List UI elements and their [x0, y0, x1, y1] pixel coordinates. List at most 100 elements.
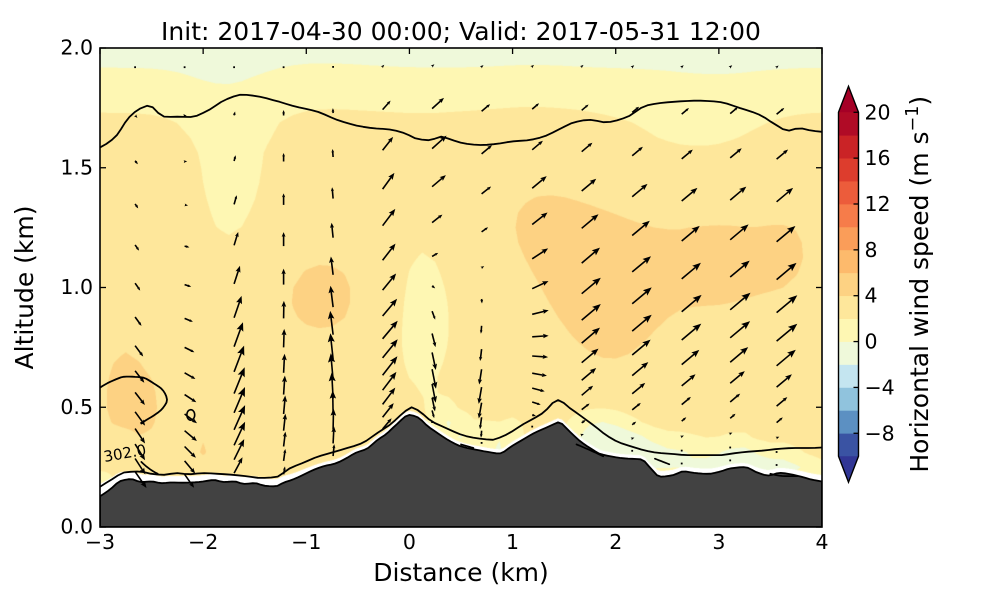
wind-arrow-head	[787, 323, 798, 333]
wind-arrow-shaft	[431, 397, 435, 408]
wind-arrow-head	[479, 330, 483, 334]
wind-arrow-shaft	[681, 398, 689, 406]
contour-line-fragment	[575, 443, 605, 458]
wind-arrow-head	[430, 64, 435, 68]
wind-arrow-shaft	[233, 427, 243, 446]
wind-arrow-head	[787, 262, 797, 272]
wind-arrow-shaft	[134, 244, 139, 249]
wind-arrow-head	[480, 266, 485, 270]
wind-arrow-shaft	[776, 398, 785, 407]
x-tick-label: −3	[85, 530, 115, 554]
y-tick-label: 0.0	[60, 515, 93, 539]
colorbar-band	[838, 226, 859, 251]
wind-arrow-shaft	[631, 385, 643, 395]
wind-arrow-shaft	[729, 108, 737, 115]
wind-arrow-shaft	[479, 417, 483, 427]
wind-arrow-head	[630, 437, 635, 441]
wind-arrow-shaft	[184, 445, 194, 456]
wind-arrow-shaft	[184, 283, 189, 287]
wind-arrow-head	[632, 421, 637, 425]
wind-arrow-head	[237, 439, 245, 448]
wind-arrow-head	[642, 314, 652, 323]
wind-arrow-head	[139, 419, 146, 426]
colorbar-band	[838, 295, 859, 319]
x-axis-label: Distance (km)	[373, 558, 549, 587]
wind-arrow-head	[787, 349, 796, 358]
x-tick-label: 1	[506, 530, 519, 554]
wind-arrow-shaft	[681, 229, 696, 242]
x-tick-label: 2	[609, 530, 622, 554]
wind-arrow-head	[282, 110, 285, 114]
wind-arrow-head	[281, 268, 286, 275]
contour-lines-302K	[100, 93, 822, 488]
wind-arrow-shaft	[282, 435, 286, 447]
wind-arrow-head	[190, 349, 195, 353]
wind-arrow-shaft	[681, 109, 688, 115]
wind-arrow-head	[332, 444, 336, 449]
wind-arrow-head	[330, 187, 334, 192]
colorbar-extend-under	[838, 456, 859, 483]
wind-arrow-shaft	[631, 422, 635, 426]
wind-arrow-head	[741, 321, 751, 330]
wind-arrow-shaft	[381, 391, 393, 405]
wind-arrow-shaft	[479, 369, 483, 381]
wind-arrow-head	[380, 64, 385, 69]
wind-arrow-shaft	[184, 346, 193, 352]
wind-arrow-shaft	[581, 144, 590, 153]
wind-arrow-head	[690, 187, 698, 195]
wind-arrow-shaft	[729, 150, 740, 159]
wind-arrow-head	[282, 431, 287, 437]
wind-arrow-shaft	[531, 401, 539, 405]
wind-arrow-head	[282, 193, 286, 198]
wind-arrow-head	[587, 385, 594, 391]
wind-arrow-shaft	[381, 325, 395, 340]
wind-arrow-shaft	[776, 418, 782, 424]
wind-arrow-shaft	[431, 285, 434, 288]
wind-arrow-head	[477, 378, 483, 385]
wind-arrow-shaft	[330, 261, 334, 275]
wind-arrow-dot	[134, 66, 136, 69]
wind-arrow-dot	[729, 446, 732, 449]
colorbar-band	[838, 134, 859, 159]
wind-arrow-head	[541, 373, 547, 377]
wind-arrow-shaft	[134, 203, 138, 207]
wind-arrow-shaft	[183, 473, 193, 485]
wind-arrow-shaft	[381, 140, 391, 151]
wind-arrow-shaft	[282, 400, 286, 415]
wind-arrow-head	[183, 114, 187, 117]
wind-arrow-head	[630, 65, 635, 69]
wind-arrow-head	[234, 195, 238, 199]
wind-arrow-head	[782, 149, 789, 155]
wind-arrow-head	[388, 387, 396, 395]
colorbar: 20 16 12 8 4 0 −4 −8 Horizontal wind speed (m s−…	[837, 84, 934, 485]
wind-arrow-head	[585, 104, 589, 108]
wind-arrow-shaft	[631, 224, 646, 237]
wind-arrow-head	[388, 172, 395, 180]
wind-arrow-shaft	[631, 186, 644, 198]
wind-arrow-head	[477, 397, 482, 404]
wind-arrow-head	[479, 356, 483, 361]
colorbar-band	[838, 111, 859, 136]
wind-arrow-head	[237, 367, 245, 378]
wind-arrow-shaft	[681, 266, 697, 280]
wind-arrow-head	[389, 273, 397, 281]
wind-arrow-head	[282, 413, 288, 420]
wind-arrow-head	[735, 393, 741, 398]
wind-arrow-head	[238, 421, 246, 432]
wind-arrow-head	[542, 309, 549, 314]
wind-arrow-shaft	[729, 189, 743, 201]
wind-arrow-shaft	[729, 264, 745, 278]
wind-arrow-shaft	[631, 259, 647, 273]
wind-arrow-head	[592, 277, 601, 286]
wind-arrow-head	[386, 100, 391, 105]
wind-arrow-shaft	[631, 318, 647, 332]
y-tick-label: 1.5	[60, 155, 93, 179]
wind-arrow-head	[139, 399, 145, 405]
wind-arrow-head	[237, 387, 245, 398]
wind-arrow-head	[639, 382, 646, 389]
wind-arrow-shaft	[531, 215, 544, 226]
wind-arrow-head	[389, 371, 397, 380]
wind-arrow-shaft	[431, 310, 435, 318]
